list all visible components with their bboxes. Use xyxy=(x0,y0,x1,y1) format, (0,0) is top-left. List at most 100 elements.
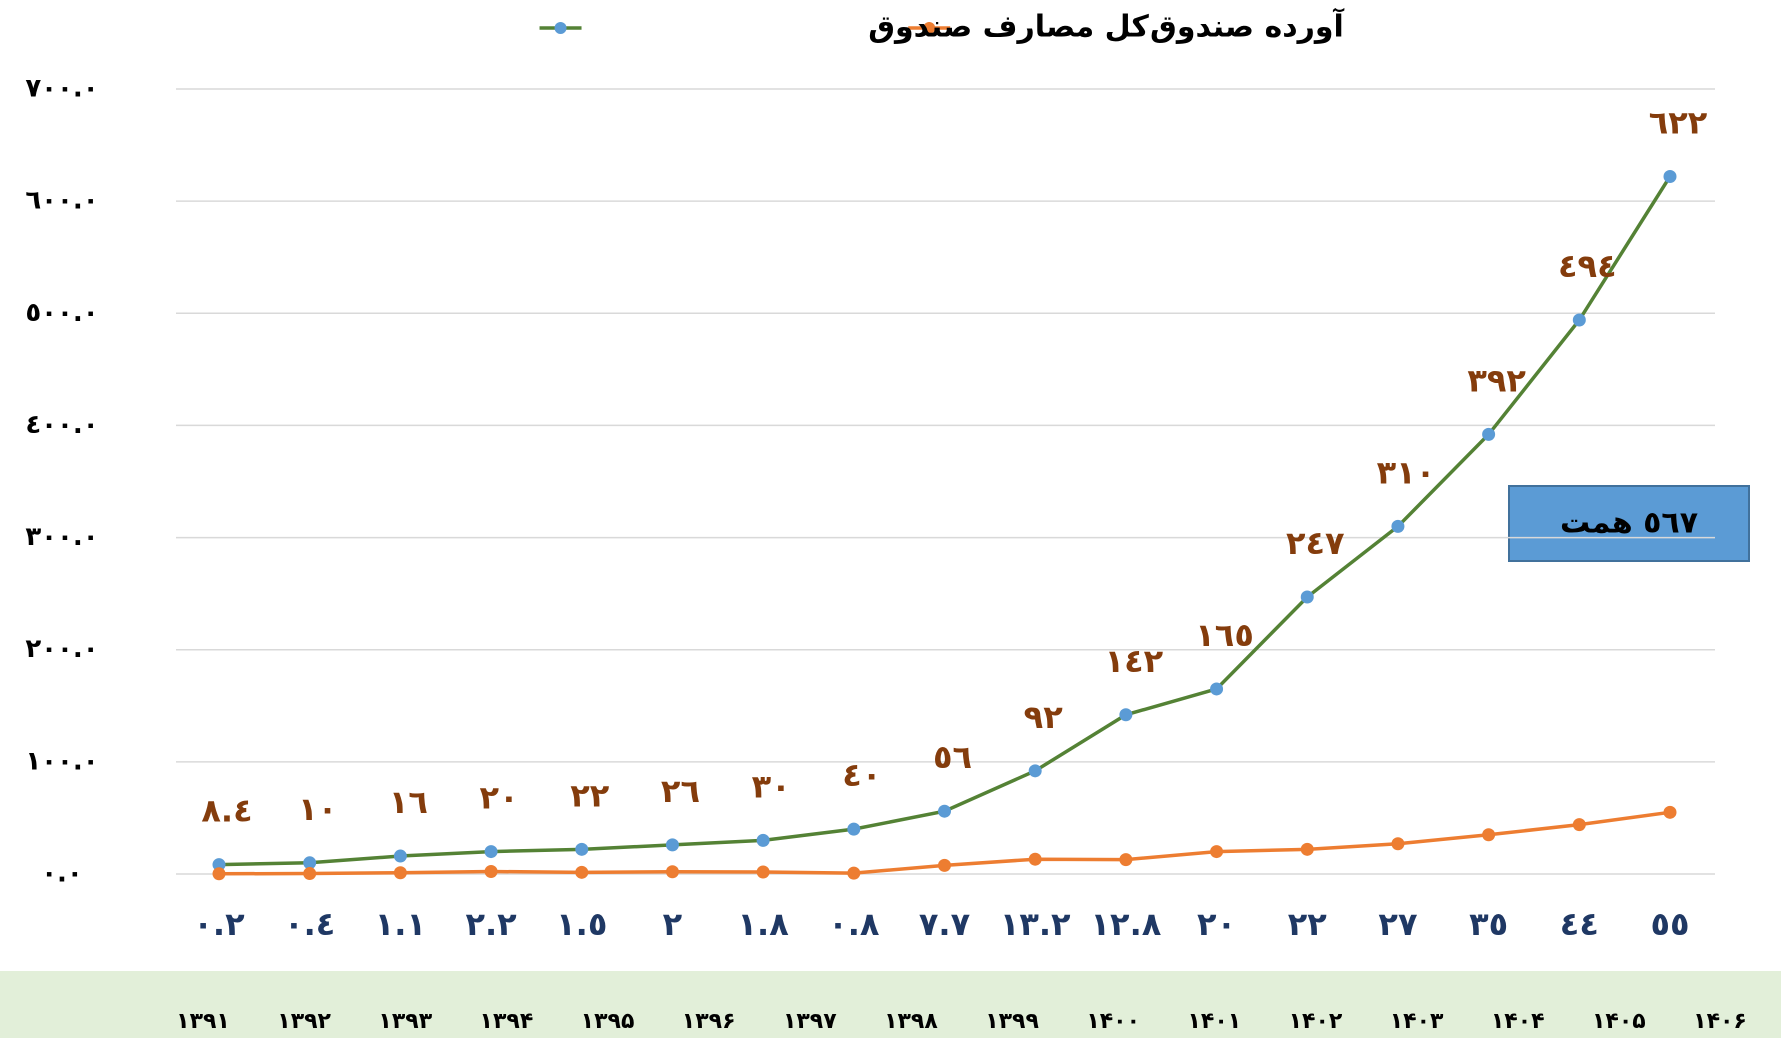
x-tick-label: ١۴٠١ xyxy=(1187,1009,1241,1034)
point xyxy=(393,866,407,880)
y-tick-label: ٤٠٠.٠ xyxy=(25,410,98,440)
data-label: ١٢.٨ xyxy=(1091,905,1162,943)
data-label: ٣٠ xyxy=(752,767,791,805)
data-label: ١.١ xyxy=(375,905,426,943)
point xyxy=(1119,708,1133,722)
point xyxy=(756,833,770,847)
year-strip xyxy=(0,971,1781,1038)
legend-marker xyxy=(554,22,567,34)
annotation: ٥٦٧ همت xyxy=(1560,506,1698,541)
data-label: ٤٤ xyxy=(1560,905,1599,943)
point xyxy=(1572,313,1586,327)
data-label: ٢٠ xyxy=(480,779,519,817)
point xyxy=(1300,842,1314,856)
data-label: ٤٩٤ xyxy=(1558,247,1617,285)
data-label: ٥٦ xyxy=(933,738,972,776)
x-tick-label: ١٣٩٣ xyxy=(378,1009,432,1034)
point xyxy=(938,804,951,818)
y-tick-label: ٢٠٠.٠ xyxy=(25,634,98,664)
point xyxy=(484,845,498,859)
point xyxy=(665,865,679,879)
y-tick-label: ٦٠٠.٠ xyxy=(25,186,98,216)
point xyxy=(847,822,861,836)
data-label: ٧.٧ xyxy=(919,905,971,943)
point xyxy=(1572,818,1586,832)
point xyxy=(938,858,951,872)
data-label: ٣١٠ xyxy=(1377,453,1436,491)
point xyxy=(1663,169,1677,183)
data-label: ٠.٤ xyxy=(284,905,335,943)
data-label: ٢٧ xyxy=(1378,905,1418,943)
x-tick-label: ١۴٠٠ xyxy=(1086,1009,1140,1034)
y-tick-label: ٠.٠ xyxy=(41,859,83,889)
data-label: ٤٠ xyxy=(842,756,881,794)
legend-label: کل مصارف صندوق xyxy=(868,10,1149,45)
y-tick-label: ١٠٠.٠ xyxy=(25,746,98,776)
data-label: ٢٤٧ xyxy=(1286,524,1345,562)
data-label: ٥٥ xyxy=(1650,905,1689,943)
point xyxy=(1482,427,1496,441)
data-label: ١.٨ xyxy=(738,905,790,943)
x-tick-label: ١۴٠٣ xyxy=(1390,1009,1444,1034)
x-tick-label: ١۴٠٢ xyxy=(1289,1009,1343,1034)
x-tick-label: ١٣٩۴ xyxy=(480,1009,534,1034)
y-tick-label: ٧٠٠.٠ xyxy=(25,74,98,104)
data-label: ١٣.٢ xyxy=(1000,905,1071,943)
data-label: ٦٢٢ xyxy=(1649,103,1708,141)
data-label: ١٦٥ xyxy=(1195,616,1254,654)
point xyxy=(756,865,770,879)
y-tick-label: ٣٠٠.٠ xyxy=(25,522,98,552)
y-tick-label: ٥٠٠.٠ xyxy=(25,298,98,328)
point xyxy=(1028,852,1042,866)
data-label: ٣٩٢ xyxy=(1467,361,1526,399)
data-label: ١٤٢ xyxy=(1105,642,1164,680)
data-label: ٢٢ xyxy=(1288,905,1328,943)
point xyxy=(1119,853,1133,867)
x-tick-label: ١۴٠۵ xyxy=(1592,1009,1646,1034)
data-label: ١.٥ xyxy=(556,905,607,943)
data-label: ٩٢ xyxy=(1024,698,1064,736)
point xyxy=(1391,519,1405,533)
point xyxy=(847,866,861,880)
point xyxy=(1300,590,1314,604)
data-label: ٢٦ xyxy=(661,772,700,810)
data-label: ٢٢ xyxy=(570,776,610,814)
point xyxy=(393,849,407,863)
x-tick-label: ١٣٩٢ xyxy=(277,1009,331,1034)
data-label: ٢٠ xyxy=(1197,905,1236,943)
data-label: ٠.٢ xyxy=(193,905,245,943)
point xyxy=(484,865,498,879)
data-label: ٠.٨ xyxy=(828,905,880,943)
data-label: ١٠ xyxy=(298,790,337,828)
x-tick-label: ١٣٩٨ xyxy=(884,1009,938,1034)
x-tick-label: ١٣٩٧ xyxy=(783,1009,837,1034)
x-tick-label: ١٣٩١ xyxy=(176,1009,230,1034)
point xyxy=(1663,805,1677,819)
point xyxy=(1210,682,1224,696)
point xyxy=(575,865,589,879)
x-tick-label: ١۴٠۴ xyxy=(1491,1009,1545,1034)
point xyxy=(212,867,226,881)
legend-marker xyxy=(923,22,936,34)
legend-label: آورده صندوق xyxy=(1150,8,1345,45)
point xyxy=(1028,764,1042,778)
data-label: ٨.٤ xyxy=(201,792,252,830)
point xyxy=(212,858,226,872)
point xyxy=(303,856,317,870)
point xyxy=(575,842,589,856)
data-label: ٣٥ xyxy=(1469,905,1508,943)
annotation-box xyxy=(1508,485,1750,562)
data-label: ١٦ xyxy=(389,783,428,821)
point xyxy=(303,867,317,881)
x-tick-label: ١٣٩۶ xyxy=(682,1009,736,1034)
point xyxy=(665,838,679,852)
point xyxy=(1210,845,1224,859)
x-tick-label: ١٣٩٩ xyxy=(985,1009,1039,1034)
data-label: ٢.٢ xyxy=(465,905,517,943)
data-label: ٢ xyxy=(663,905,683,943)
point xyxy=(1482,828,1496,842)
point xyxy=(1391,837,1405,851)
x-tick-label: ١۴٠۶ xyxy=(1693,1009,1747,1034)
x-tick-label: ١٣٩۵ xyxy=(581,1009,635,1034)
